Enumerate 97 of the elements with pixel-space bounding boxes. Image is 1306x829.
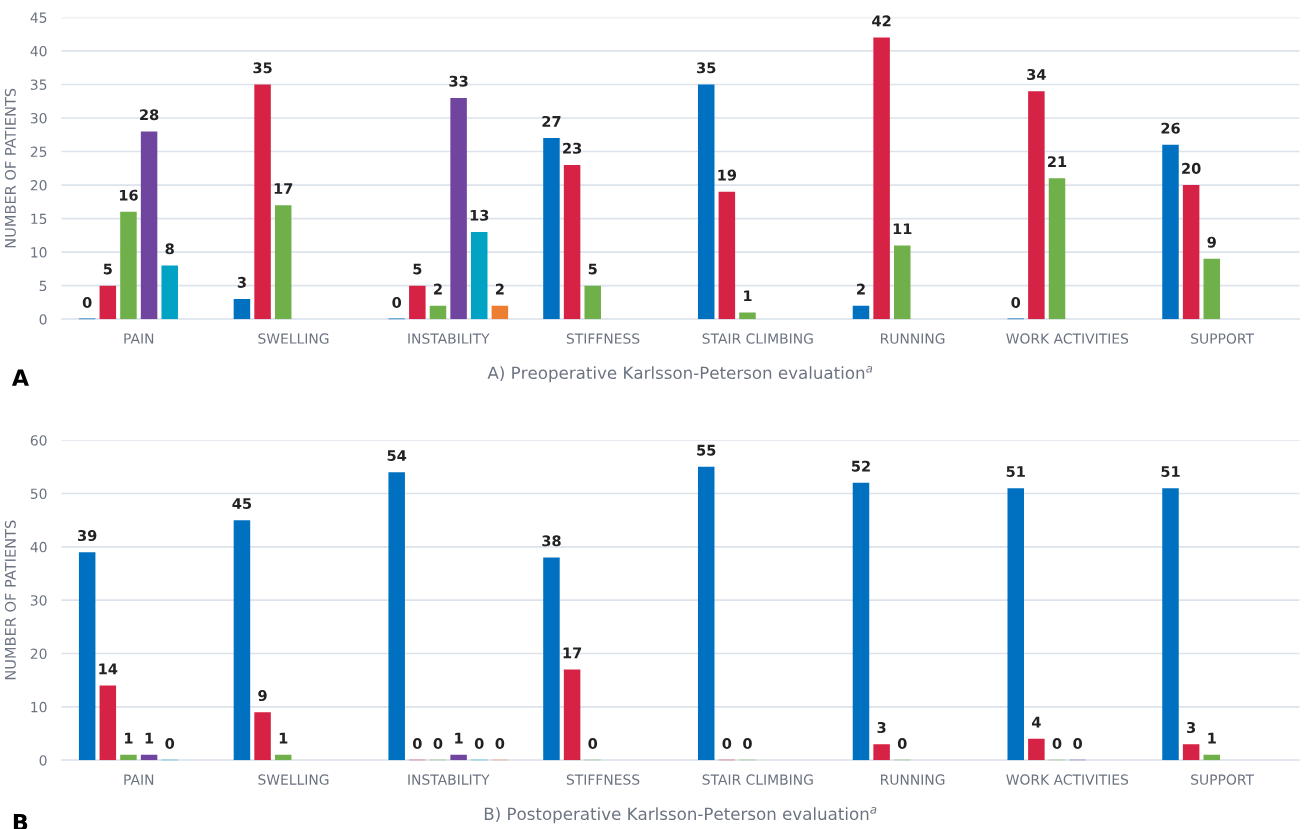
data-label: 13 bbox=[470, 209, 489, 221]
x-tick-label: SWELLING bbox=[258, 774, 329, 785]
data-label: 2 bbox=[495, 283, 504, 295]
data-label: 0 bbox=[474, 738, 484, 750]
data-label: 23 bbox=[563, 142, 582, 154]
y-tick-label: 20 bbox=[30, 648, 47, 659]
data-label: 45 bbox=[232, 498, 252, 510]
data-label: 27 bbox=[542, 115, 561, 127]
y-tick-label: 0 bbox=[39, 314, 47, 325]
data-label: 17 bbox=[563, 647, 582, 659]
y-tick-label: 40 bbox=[30, 541, 47, 553]
x-tick-label: SUPPORT bbox=[1191, 333, 1255, 344]
data-label: 42 bbox=[872, 15, 891, 27]
x-tick-label: PAIN bbox=[124, 333, 154, 344]
data-label: 11 bbox=[893, 223, 912, 235]
y-tick-label: 35 bbox=[30, 79, 47, 90]
data-label: 35 bbox=[697, 62, 716, 74]
data-label: 5 bbox=[588, 263, 597, 275]
x-tick-label: PAIN bbox=[124, 774, 154, 785]
x-tick-label: STIFFNESS bbox=[566, 333, 640, 344]
y-tick-label: 60 bbox=[30, 435, 47, 446]
y-tick-label: 0 bbox=[39, 755, 47, 766]
x-tick-label: SWELLING bbox=[258, 333, 329, 344]
x-tick-label: WORK ACTIVITIES bbox=[1006, 774, 1129, 785]
x-tick-label: SUPPORT bbox=[1191, 774, 1255, 785]
data-label: 2 bbox=[857, 283, 865, 295]
data-label: 16 bbox=[119, 189, 138, 201]
data-label: 34 bbox=[1027, 68, 1046, 81]
data-label: 2 bbox=[434, 283, 442, 295]
y-tick-label: 40 bbox=[30, 45, 47, 57]
data-label: 9 bbox=[1207, 236, 1216, 248]
data-label: 55 bbox=[697, 444, 716, 456]
data-label: 0 bbox=[722, 738, 732, 750]
x-tick-label: STAIR CLIMBING bbox=[702, 333, 813, 344]
data-label: 26 bbox=[1161, 122, 1180, 134]
data-label: 0 bbox=[897, 738, 907, 750]
data-label: 3 bbox=[877, 722, 886, 734]
x-tick-label: INSTABILITY bbox=[408, 333, 490, 344]
data-label: 4 bbox=[1031, 716, 1041, 728]
y-tick-label: 30 bbox=[30, 595, 47, 606]
data-label: 39 bbox=[78, 530, 97, 542]
data-label: 0 bbox=[412, 738, 422, 750]
y-axis-title: NUMBER OF PATIENTS bbox=[4, 520, 16, 680]
data-label: 1 bbox=[744, 290, 752, 302]
data-label: 0 bbox=[82, 296, 92, 309]
x-axis-title: A) Preoperative Karlsson-Peterson evaluation$^{a}$ bbox=[487, 365, 873, 383]
y-tick-label: 30 bbox=[30, 112, 47, 124]
x-tick-label: STAIR CLIMBING bbox=[702, 774, 813, 785]
data-label: 5 bbox=[413, 263, 422, 275]
data-label: 3 bbox=[1187, 722, 1196, 734]
data-label: 9 bbox=[258, 690, 267, 702]
y-tick-label: 15 bbox=[31, 213, 47, 225]
data-label: 0 bbox=[1073, 738, 1083, 750]
data-label: 21 bbox=[1048, 156, 1067, 167]
data-label: 1 bbox=[279, 732, 288, 744]
data-label: 51 bbox=[1006, 466, 1025, 478]
data-label: 0 bbox=[392, 296, 402, 309]
y-tick-label: 20 bbox=[30, 180, 47, 191]
data-label: 33 bbox=[449, 75, 468, 87]
data-label: 0 bbox=[495, 738, 505, 750]
x-axis-title: B) Postoperative Karlsson-Peterson evaluation$^{a}$ bbox=[484, 806, 877, 824]
data-label: 52 bbox=[851, 460, 870, 472]
y-axis-title: NUMBER OF PATIENTS bbox=[4, 88, 16, 248]
x-tick-label: STIFFNESS bbox=[566, 774, 640, 785]
data-label: 35 bbox=[253, 62, 272, 74]
data-label: 17 bbox=[274, 183, 293, 194]
y-tick-label: 45 bbox=[30, 12, 47, 23]
x-tick-label: RUNNING bbox=[881, 333, 945, 344]
data-label: 0 bbox=[165, 738, 175, 750]
data-label: 19 bbox=[718, 169, 737, 181]
data-label: 51 bbox=[1161, 466, 1180, 478]
data-label: 20 bbox=[1182, 162, 1201, 174]
y-tick-label: 10 bbox=[31, 701, 47, 713]
data-label: 0 bbox=[588, 738, 598, 750]
data-label: 3 bbox=[237, 276, 246, 288]
data-label: 28 bbox=[140, 109, 159, 121]
x-tick-label: WORK ACTIVITIES bbox=[1006, 333, 1129, 344]
y-tick-label: 25 bbox=[30, 146, 47, 157]
data-label: 0 bbox=[433, 738, 443, 750]
data-label: 0 bbox=[743, 738, 752, 750]
data-label: 5 bbox=[103, 263, 112, 275]
data-label: 38 bbox=[542, 535, 561, 547]
data-label: 0 bbox=[1011, 296, 1021, 309]
data-label: 14 bbox=[99, 663, 118, 675]
text: A bbox=[11, 369, 29, 386]
y-tick-label: 50 bbox=[30, 488, 47, 500]
data-label: 54 bbox=[387, 450, 407, 462]
data-label: 0 bbox=[1052, 738, 1062, 750]
data-label: 1 bbox=[145, 732, 154, 744]
x-tick-label: INSTABILITY bbox=[408, 774, 490, 785]
data-label: 8 bbox=[165, 243, 174, 255]
y-tick-label: 5 bbox=[39, 280, 47, 292]
y-tick-label: 10 bbox=[31, 247, 47, 258]
x-tick-label: RUNNING bbox=[881, 774, 945, 785]
data-label: 1 bbox=[1208, 732, 1216, 744]
data-label: 1 bbox=[125, 732, 133, 744]
data-label: 1 bbox=[455, 732, 463, 744]
